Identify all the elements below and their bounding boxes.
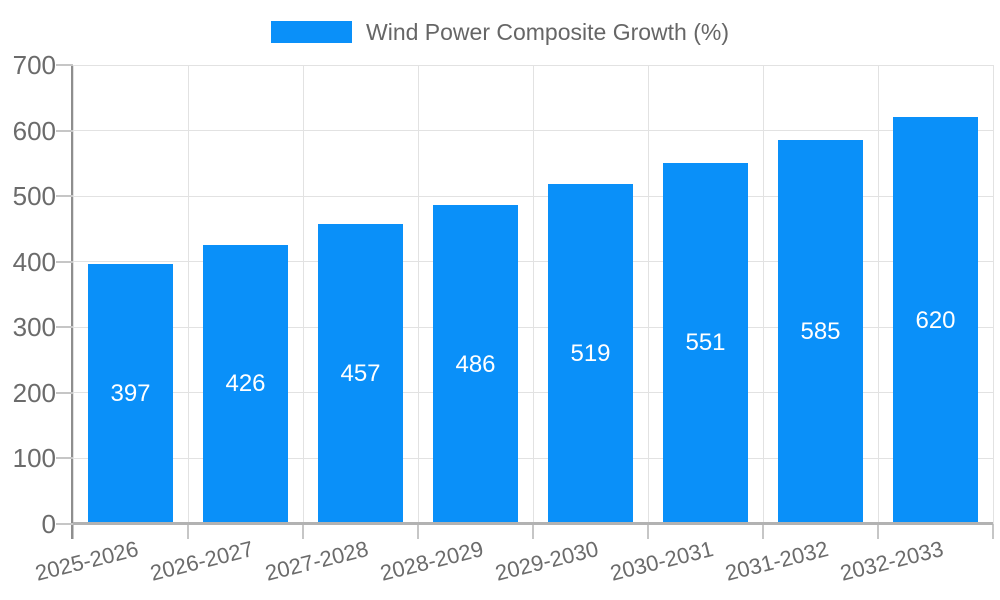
y-tick-mark [56, 129, 73, 132]
y-tick-mark [56, 523, 73, 525]
y-tick-label: 100 [12, 443, 56, 474]
v-gridline [302, 65, 304, 524]
v-gridline [992, 65, 994, 524]
y-axis-line [71, 65, 73, 539]
y-tick-label: 300 [12, 312, 56, 343]
bar-value-label: 585 [800, 318, 841, 346]
v-gridline [532, 65, 534, 524]
bar [318, 224, 403, 524]
y-tick-label: 0 [41, 509, 56, 539]
y-tick-label: 400 [12, 246, 56, 277]
y-tick-label: 500 [12, 181, 56, 212]
y-tick-mark [56, 391, 73, 394]
bar-value-label: 519 [570, 339, 611, 367]
v-gridline [762, 65, 764, 524]
x-tick-mark [532, 524, 534, 539]
x-tick-mark [762, 524, 764, 539]
bar [893, 117, 978, 524]
bar [88, 263, 173, 524]
y-tick-mark [56, 64, 73, 66]
bar [663, 162, 748, 524]
x-tick-mark [647, 524, 649, 539]
v-gridline [647, 65, 649, 524]
x-tick-mark [187, 524, 189, 539]
legend-swatch [271, 21, 352, 43]
bar [203, 244, 288, 524]
legend[interactable]: Wind Power Composite Growth (%) [0, 19, 1000, 45]
y-tick-mark [56, 260, 73, 263]
bar [548, 183, 633, 524]
bar [433, 205, 518, 524]
x-axis-line [71, 522, 993, 525]
bar-value-label: 397 [110, 379, 151, 407]
x-tick-mark [302, 524, 304, 539]
bar-value-label: 551 [685, 329, 726, 357]
x-tick-mark [417, 524, 419, 539]
y-tick-mark [56, 326, 73, 329]
bar [778, 140, 863, 524]
x-tick-mark [877, 524, 879, 539]
x-tick-mark [72, 524, 74, 539]
y-tick-mark [56, 195, 73, 198]
y-tick-mark [56, 457, 73, 460]
x-tick-mark [992, 524, 994, 539]
y-tick-label: 700 [12, 50, 56, 80]
legend-label: Wind Power Composite Growth (%) [366, 18, 729, 45]
bar-value-label: 426 [225, 370, 266, 398]
bar-value-label: 486 [455, 350, 496, 378]
v-gridline [72, 65, 74, 524]
v-gridline [417, 65, 419, 524]
v-gridline [187, 65, 189, 524]
y-tick-label: 200 [12, 377, 56, 408]
v-gridline [877, 65, 879, 524]
y-tick-label: 600 [12, 115, 56, 146]
bar-value-label: 620 [915, 306, 956, 334]
bar-value-label: 457 [340, 360, 381, 388]
